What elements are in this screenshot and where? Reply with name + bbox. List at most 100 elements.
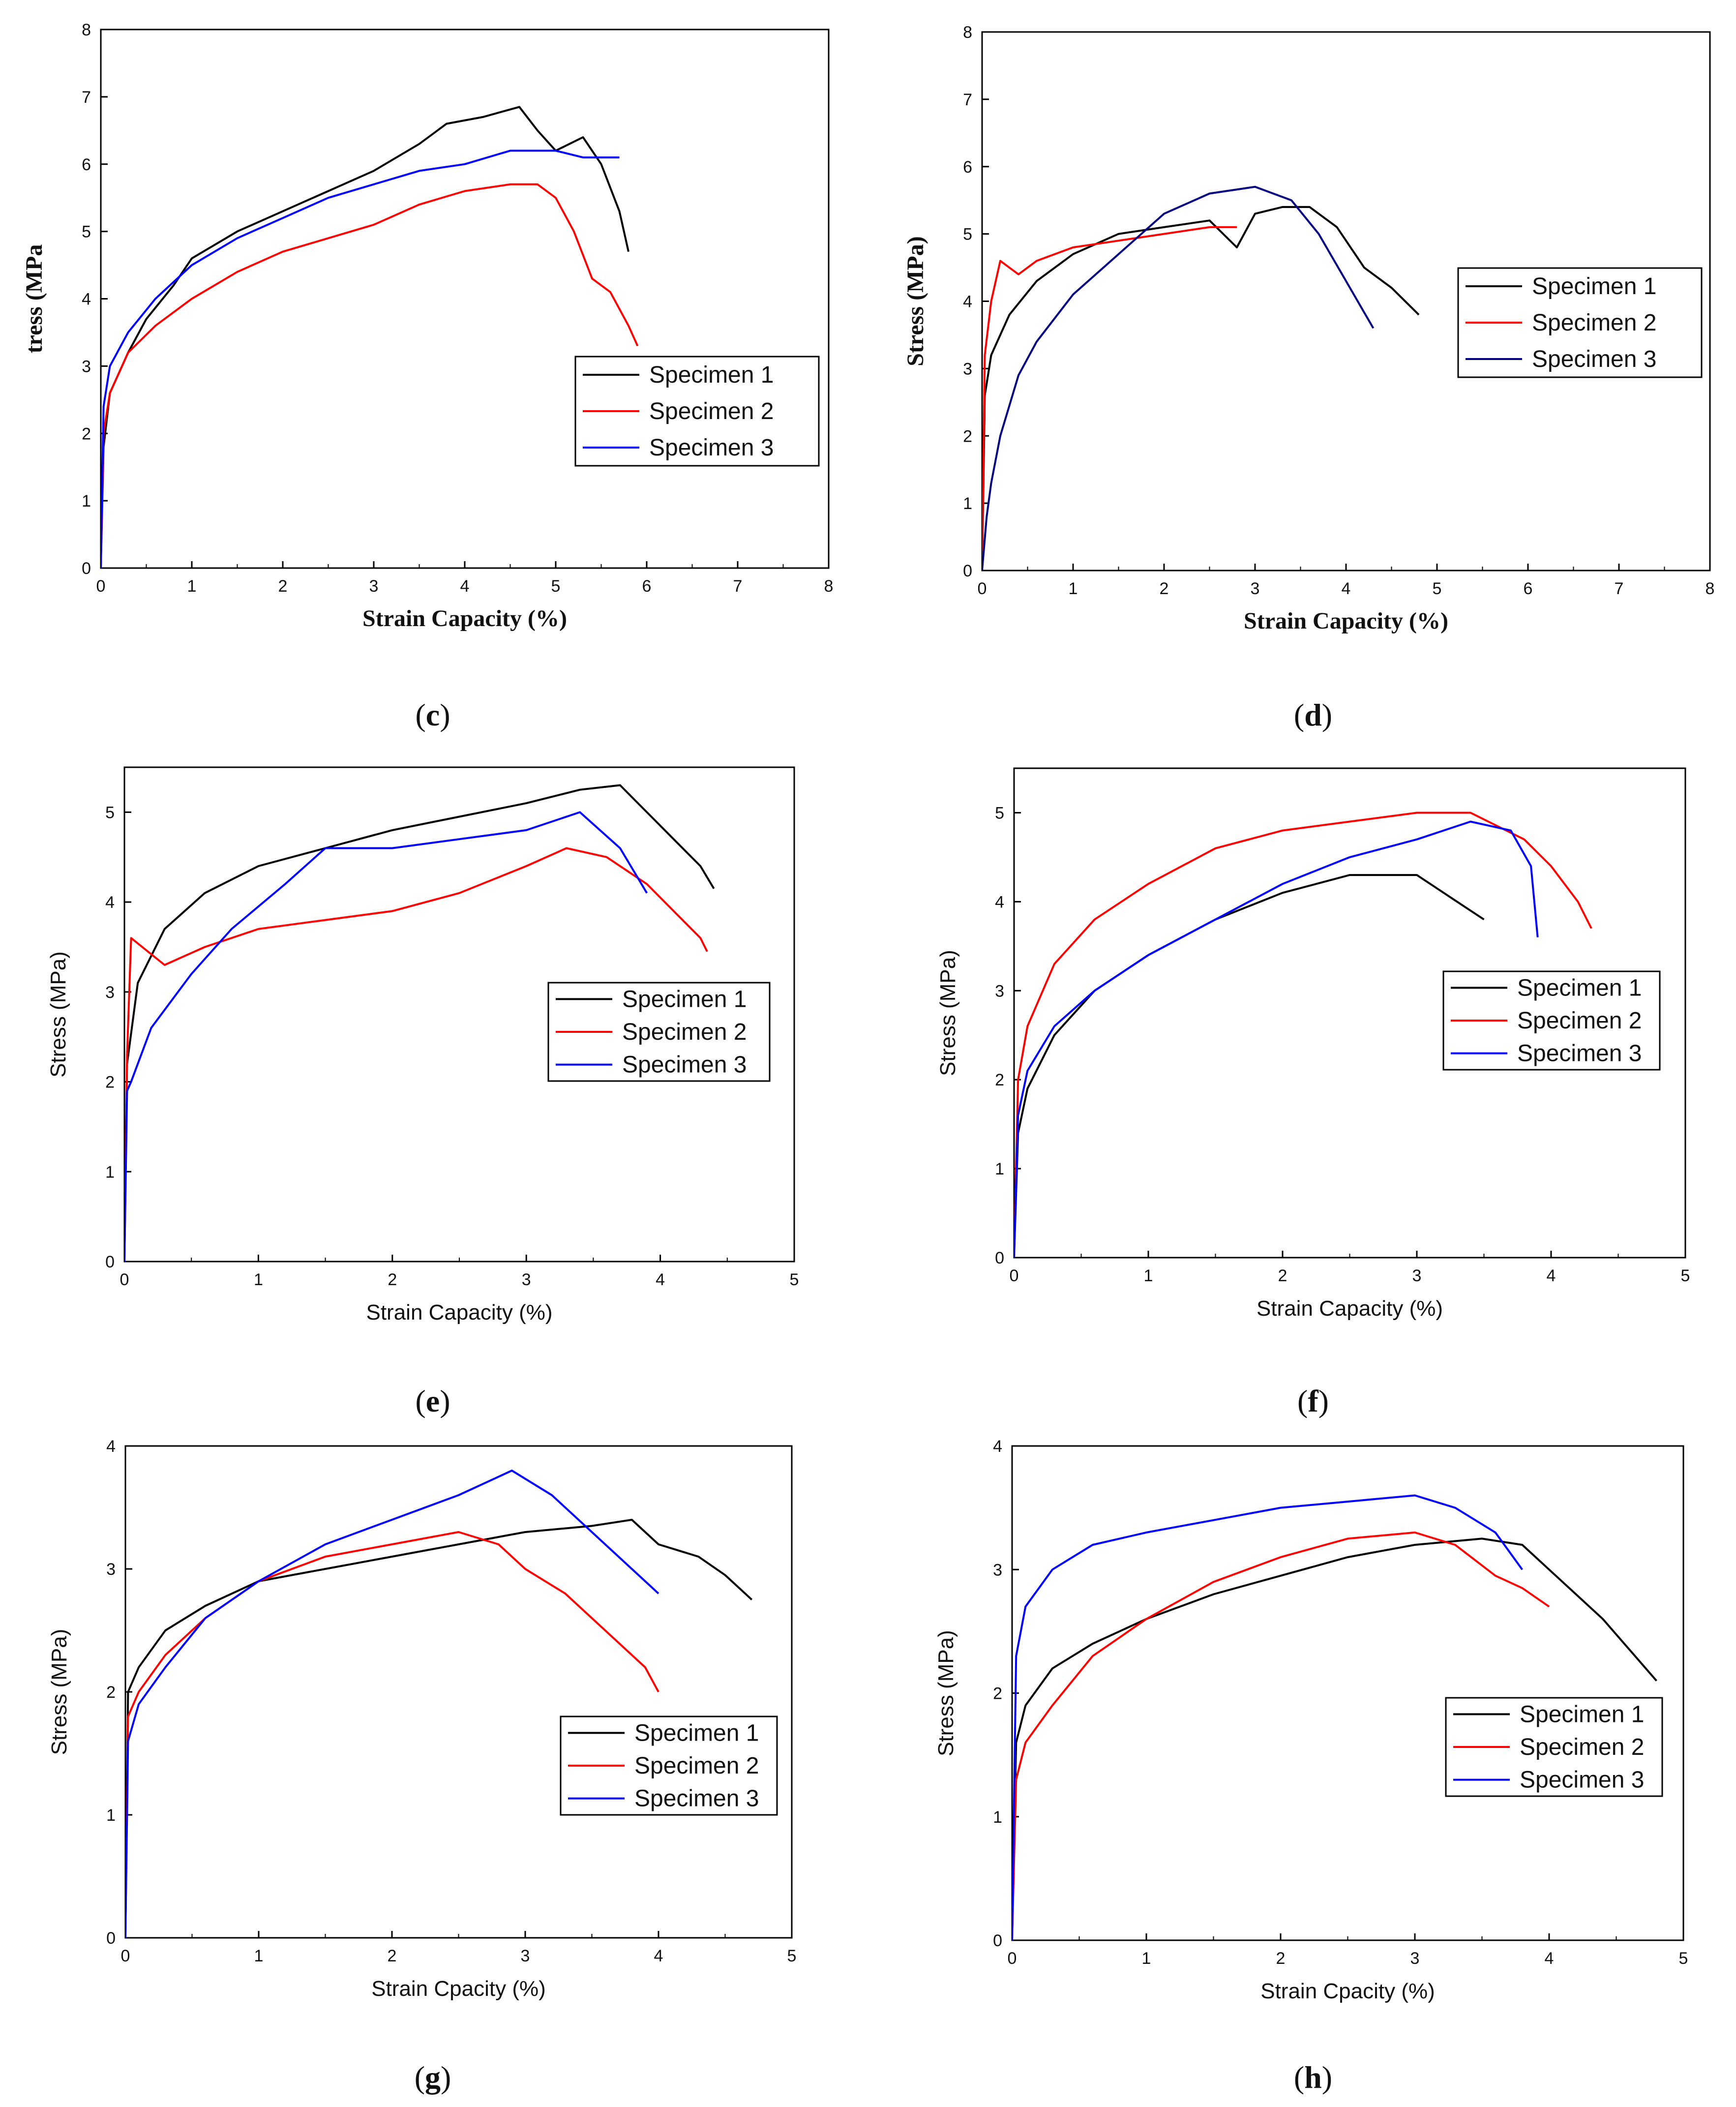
y-tick-label: 0 bbox=[995, 1249, 1004, 1267]
x-tick-label: 0 bbox=[1008, 1949, 1017, 1968]
y-tick-label: 4 bbox=[995, 893, 1004, 911]
x-tick-label: 0 bbox=[120, 1270, 129, 1289]
legend-label-specimen-1: Specimen 1 bbox=[622, 986, 747, 1012]
y-tick-label: 2 bbox=[995, 1071, 1004, 1089]
legend-label-specimen-1: Specimen 1 bbox=[1520, 1701, 1644, 1727]
y-axis-title: Stress (MPa) bbox=[936, 950, 960, 1076]
series-line-specimen-1 bbox=[124, 784, 715, 1262]
y-tick-label: 1 bbox=[105, 1163, 115, 1181]
x-tick-label: 1 bbox=[187, 577, 197, 596]
x-tick-label: 8 bbox=[1706, 579, 1715, 598]
series-line-specimen-1 bbox=[101, 106, 629, 568]
series-line-specimen-3 bbox=[125, 1470, 659, 1938]
y-tick-label: 3 bbox=[963, 360, 972, 378]
x-tick-label: 5 bbox=[787, 1947, 797, 1965]
panel-caption: (e) bbox=[415, 1384, 450, 1418]
x-tick-label: 2 bbox=[388, 1947, 397, 1965]
y-tick-label: 6 bbox=[963, 158, 972, 177]
y-axis-title: Stress (MPa) bbox=[934, 1630, 958, 1756]
y-tick-label: 3 bbox=[993, 1561, 1002, 1579]
x-axis-title: Strain Capacity (%) bbox=[1257, 1296, 1443, 1321]
y-tick-label: 2 bbox=[993, 1685, 1002, 1703]
x-axis-title: Strain Capacity (%) bbox=[366, 1300, 552, 1324]
legend-label-specimen-1: Specimen 1 bbox=[649, 362, 774, 388]
y-tick-label: 7 bbox=[82, 88, 91, 107]
y-tick-label: 5 bbox=[995, 804, 1004, 822]
x-axis-title: Strain Capacity (%) bbox=[1244, 608, 1448, 634]
series-line-specimen-2 bbox=[1012, 1531, 1550, 1940]
y-axis-title: Stress (MPa) bbox=[46, 951, 70, 1078]
legend-label-specimen-3: Specimen 3 bbox=[649, 435, 774, 461]
legend-label-specimen-3: Specimen 3 bbox=[622, 1052, 747, 1078]
y-tick-label: 2 bbox=[963, 427, 972, 446]
y-tick-label: 4 bbox=[106, 1437, 116, 1456]
legend: Specimen 1 Specimen 2 Specimen 3 bbox=[1457, 267, 1703, 378]
x-tick-label: 0 bbox=[1010, 1266, 1019, 1285]
y-tick-label: 5 bbox=[82, 223, 91, 241]
series-line-specimen-2 bbox=[101, 183, 639, 568]
series-line-specimen-1 bbox=[125, 1519, 753, 1938]
x-tick-label: 4 bbox=[460, 577, 470, 596]
y-axis-title: Stress (MPa) bbox=[902, 236, 928, 366]
series-line-specimen-2 bbox=[1014, 812, 1592, 1258]
x-tick-label: 0 bbox=[96, 577, 106, 596]
legend-label-specimen-2: Specimen 2 bbox=[1517, 1008, 1642, 1034]
series-line-specimen-2 bbox=[982, 226, 1237, 571]
y-tick-label: 3 bbox=[82, 357, 91, 376]
y-tick-label: 0 bbox=[106, 1929, 116, 1948]
series-line-specimen-2 bbox=[124, 847, 708, 1262]
legend-label-specimen-3: Specimen 3 bbox=[634, 1786, 759, 1812]
series-line-specimen-1 bbox=[1012, 1537, 1657, 1940]
legend-label-specimen-2: Specimen 2 bbox=[1532, 310, 1656, 336]
series-line-specimen-3 bbox=[101, 150, 620, 568]
y-tick-label: 5 bbox=[105, 803, 115, 822]
panel-caption: (f) bbox=[1297, 1384, 1329, 1418]
chart-panel-e: 0 1 2 3 4 5 0 1 2 3 4 5 Strain Capacity (%) Stress (M… bbox=[46, 766, 799, 1418]
series-line-specimen-2 bbox=[125, 1531, 659, 1938]
series-line-specimen-1 bbox=[982, 206, 1420, 571]
x-tick-label: 3 bbox=[521, 1947, 530, 1965]
x-tick-label: 5 bbox=[790, 1270, 799, 1289]
plot-frame bbox=[124, 1445, 793, 1939]
x-tick-label: 4 bbox=[1547, 1266, 1556, 1285]
y-tick-label: 3 bbox=[106, 1560, 116, 1579]
y-tick-label: 4 bbox=[963, 293, 972, 311]
y-tick-label: 1 bbox=[963, 494, 972, 513]
x-tick-label: 1 bbox=[1142, 1949, 1151, 1968]
plot-frame bbox=[1011, 1445, 1684, 1941]
legend-label-specimen-2: Specimen 2 bbox=[649, 398, 774, 424]
y-tick-label: 2 bbox=[82, 424, 91, 443]
x-tick-label: 4 bbox=[1342, 579, 1351, 598]
x-tick-label: 7 bbox=[1615, 579, 1624, 598]
legend-label-specimen-1: Specimen 1 bbox=[1517, 975, 1642, 1001]
series-line-specimen-3 bbox=[1014, 820, 1539, 1258]
x-tick-label: 1 bbox=[1069, 579, 1078, 598]
chart-panel-f: 0 1 2 3 4 5 0 1 2 3 4 5 Strain Capacity (%) Stress (M… bbox=[936, 767, 1690, 1418]
y-tick-label: 5 bbox=[963, 225, 972, 244]
panel-caption: (h) bbox=[1294, 2060, 1332, 2095]
x-tick-label: 0 bbox=[978, 579, 987, 598]
y-tick-label: 8 bbox=[963, 23, 972, 42]
y-axis-title: Stress (MPa) bbox=[47, 1629, 71, 1755]
y-tick-label: 2 bbox=[106, 1683, 116, 1702]
series-line-specimen-3 bbox=[1012, 1494, 1524, 1940]
x-tick-label: 2 bbox=[1276, 1949, 1286, 1968]
y-tick-label: 6 bbox=[82, 155, 91, 174]
x-tick-label: 5 bbox=[1679, 1949, 1688, 1968]
legend-label-specimen-1: Specimen 1 bbox=[1532, 273, 1656, 300]
series-line-specimen-1 bbox=[1014, 874, 1485, 1258]
legend: Specimen 1 Specimen 2 Specimen 3 bbox=[574, 356, 820, 467]
x-tick-label: 3 bbox=[1412, 1266, 1422, 1285]
legend-label-specimen-3: Specimen 3 bbox=[1517, 1041, 1642, 1067]
x-tick-label: 3 bbox=[522, 1270, 531, 1289]
x-tick-label: 1 bbox=[254, 1270, 263, 1289]
y-tick-label: 7 bbox=[963, 90, 972, 109]
x-tick-label: 4 bbox=[656, 1270, 665, 1289]
y-tick-label: 1 bbox=[106, 1806, 116, 1825]
plot-frame bbox=[100, 29, 830, 569]
x-tick-label: 3 bbox=[1410, 1949, 1420, 1968]
x-axis-title: Strain Cpacity (%) bbox=[371, 1977, 546, 2001]
chart-panel-d: 0 1 2 3 4 5 6 7 8 0 1 2 3 4 5 6 7 8 Strain Capacity (%) Str… bbox=[902, 23, 1714, 732]
y-tick-label: 3 bbox=[105, 983, 115, 1002]
y-tick-label: 0 bbox=[963, 562, 972, 580]
